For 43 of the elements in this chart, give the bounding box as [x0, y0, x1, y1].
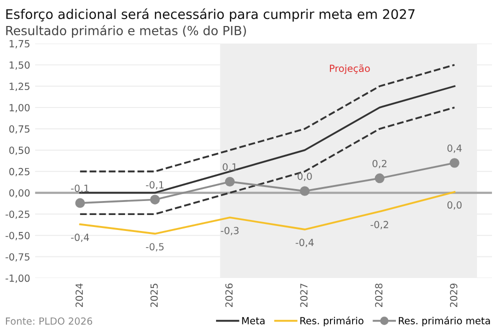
x-tick-label: 2024	[76, 283, 83, 307]
y-tick-label: 1,75	[10, 40, 30, 48]
y-tick-label: 1,25	[10, 82, 30, 92]
data-label: -0,3	[220, 226, 239, 236]
y-tick-label: -1,00	[6, 274, 30, 283]
point	[300, 186, 310, 196]
y-tick-label: 1,50	[10, 61, 30, 70]
data-label: 0,0	[447, 201, 462, 210]
chart-title: Esforço adicional será necessário para cumprir meta em 2027	[6, 8, 415, 22]
data-label: 0,4	[447, 144, 462, 153]
data-label: 0,2	[372, 160, 386, 168]
data-label: -0,4	[71, 234, 90, 242]
data-label: -0,5	[146, 243, 164, 252]
point	[75, 198, 85, 208]
band-label: Projeção	[330, 64, 370, 74]
y-tick-label: -0,75	[6, 253, 30, 262]
x-tick-label: 2026	[225, 284, 233, 307]
legend-label: Res. primário meta	[398, 316, 490, 326]
x-tick-label: 2029	[450, 284, 458, 307]
y-tick-label: 0,50	[9, 146, 30, 155]
data-label: -0,4	[296, 238, 314, 248]
data-label: -0,1	[146, 181, 164, 190]
point	[224, 176, 235, 187]
chart-subtitle: Resultado primário e metas (% do PIB)	[6, 25, 246, 38]
x-tick-label: 2028	[375, 284, 382, 307]
point	[450, 158, 460, 168]
data-label: -0,1	[71, 184, 89, 193]
data-label: 0,1	[222, 163, 237, 172]
data-label: 0,0	[298, 172, 312, 181]
source-note: Fonte: PLDO 2026	[6, 317, 92, 325]
legend-label: Meta	[242, 317, 265, 324]
y-tick-label: 0,25	[9, 168, 30, 176]
y-tick-label: 0,75	[9, 125, 30, 134]
y-tick-label: 0,00	[9, 189, 30, 198]
point	[374, 173, 384, 184]
point	[150, 194, 160, 204]
y-tick-label: -0,25	[6, 210, 30, 219]
x-tick-label: 2025	[150, 284, 158, 307]
x-tick-label: 2027	[300, 284, 308, 307]
y-tick-label: 1,00	[10, 104, 30, 112]
y-tick-label: -0,50	[6, 232, 30, 240]
data-label: -0,2	[370, 220, 388, 230]
legend-label: Res. primário	[300, 316, 364, 326]
